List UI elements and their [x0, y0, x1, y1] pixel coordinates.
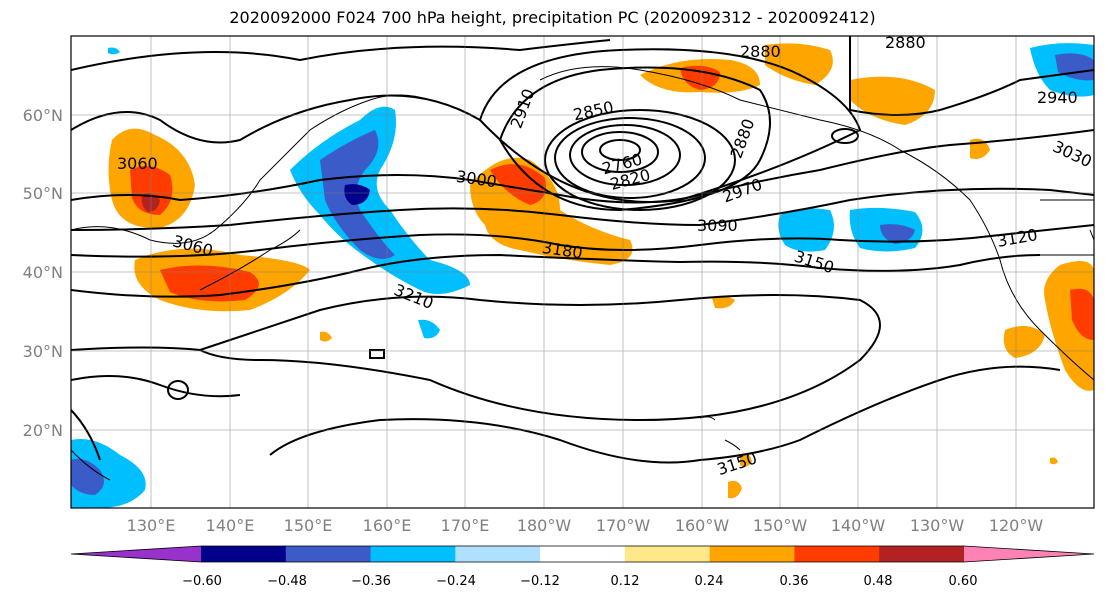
map-title: 2020092000 F024 700 hPa height, precipit… — [229, 8, 876, 27]
colorbar-segment — [624, 546, 711, 562]
lat-tick-labels: 60°N 50°N 40°N 30°N 20°N — [23, 106, 63, 440]
colorbar-tick-label: −0.12 — [520, 574, 560, 589]
contour-label: 3090 — [697, 216, 738, 235]
lon-tick-label: 130°W — [910, 516, 965, 535]
contour-label: 2880 — [740, 42, 781, 61]
lon-tick-label: 160°E — [363, 516, 412, 535]
colorbar-segment — [794, 546, 880, 562]
contour-label: 3060 — [117, 154, 158, 173]
lon-tick-label: 130°E — [127, 516, 176, 535]
colorbar — [70, 545, 1095, 563]
colorbar-tick-label: −0.60 — [182, 574, 222, 589]
colorbar-segment — [285, 546, 372, 562]
contour-label: 2940 — [1037, 88, 1078, 107]
lon-tick-label: 180°W — [517, 516, 572, 535]
colorbar-tick-label: −0.24 — [436, 574, 476, 589]
colorbar-tick-label: 0.36 — [780, 574, 809, 589]
lon-tick-label: 140°W — [831, 516, 886, 535]
lon-tick-label: 170°E — [441, 516, 490, 535]
colorbar-labels: −0.60 −0.48 −0.36 −0.24 −0.12 0.12 0.24 … — [182, 574, 977, 589]
graticule — [71, 36, 1094, 508]
lat-tick-label: 30°N — [23, 342, 63, 361]
colorbar-segment — [455, 546, 541, 562]
colorbar-segment — [201, 546, 287, 562]
lat-tick-label: 50°N — [23, 184, 63, 203]
colorbar-tick-label: 0.12 — [611, 574, 640, 589]
coastlines — [71, 66, 1094, 481]
contour-label: 2880 — [885, 33, 926, 52]
lon-tick-label: 120°W — [989, 516, 1044, 535]
colorbar-outline — [70, 545, 1095, 563]
lat-tick-label: 40°N — [23, 263, 63, 282]
colorbar-segment — [879, 546, 965, 562]
height-contours — [71, 36, 1094, 464]
lon-tick-label: 150°W — [753, 516, 808, 535]
lon-tick-label: 140°E — [206, 516, 255, 535]
lon-tick-label: 170°W — [596, 516, 651, 535]
lon-tick-label: 160°W — [675, 516, 730, 535]
colorbar-segment — [540, 546, 626, 562]
colorbar-tick-label: −0.36 — [351, 574, 391, 589]
colorbar-tick-label: 0.60 — [949, 574, 978, 589]
colorbar-tick-label: 0.24 — [695, 574, 724, 589]
colorbar-extension-min — [71, 546, 201, 562]
colorbar-extension-max — [964, 546, 1094, 562]
colorbar-tick-label: −0.48 — [267, 574, 307, 589]
colorbar-tick-label: 0.48 — [864, 574, 893, 589]
colorbar-segment — [709, 546, 795, 562]
lat-tick-label: 20°N — [23, 421, 63, 440]
lon-tick-labels: 130°E 140°E 150°E 160°E 170°E 180°W 170°… — [127, 516, 1044, 535]
colorbar-segment — [370, 546, 456, 562]
lon-tick-label: 150°E — [284, 516, 333, 535]
lat-tick-label: 60°N — [23, 106, 63, 125]
plot-frame — [70, 35, 1095, 509]
